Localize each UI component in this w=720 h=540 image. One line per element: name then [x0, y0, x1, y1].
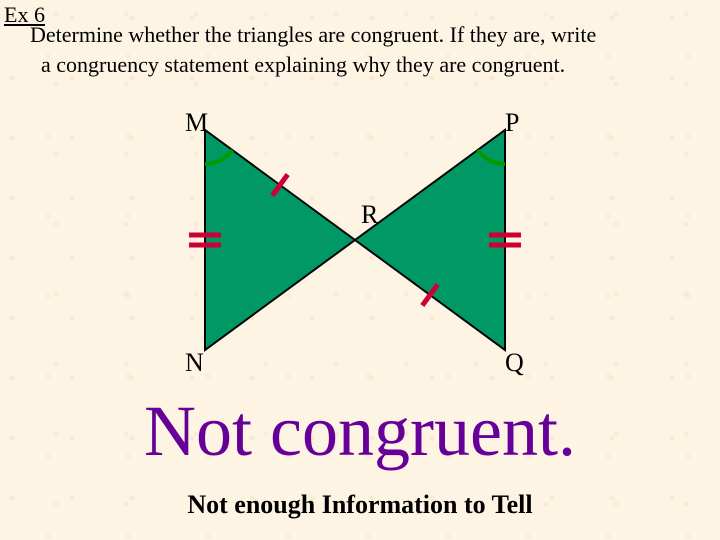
vertex-label-Q: Q	[505, 348, 524, 378]
prompt-line1: Determine whether the triangles are cong…	[30, 22, 596, 47]
vertex-label-M: M	[185, 108, 208, 138]
question-prompt: Determine whether the triangles are cong…	[30, 20, 700, 79]
vertex-label-P: P	[505, 108, 519, 138]
vertex-label-N: N	[185, 348, 204, 378]
triangle-diagram: M N P Q R	[165, 110, 545, 380]
prompt-line2: a congruency statement explaining why th…	[41, 52, 565, 77]
answer-sub: Not enough Information to Tell	[0, 490, 720, 520]
vertex-label-R: R	[361, 200, 378, 230]
answer-main: Not congruent.	[0, 390, 720, 473]
